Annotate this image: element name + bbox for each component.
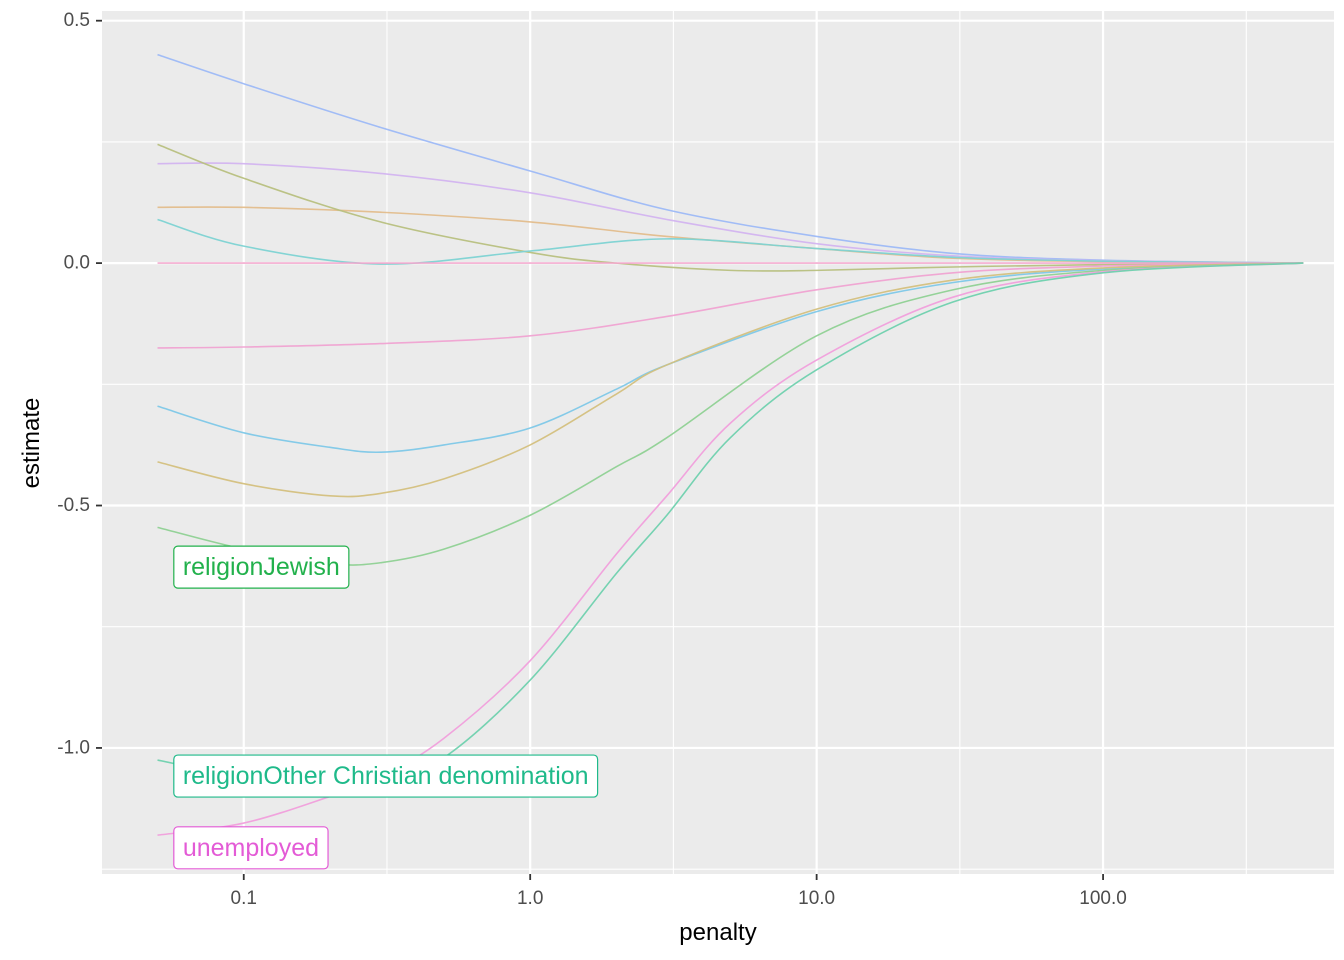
y-tick-label: -1.0	[57, 737, 90, 758]
series-line-8	[157, 262, 1304, 454]
x-axis-title: penalty	[679, 919, 756, 946]
x-tick-label: 10.0	[798, 888, 835, 909]
line-labels: religionJewish religionOther Christian de…	[173, 545, 599, 870]
panel-background	[102, 11, 1334, 874]
line-label-text: religionJewish	[183, 553, 340, 581]
y-axis-title: estimate	[18, 398, 45, 489]
series-line-4	[157, 143, 1304, 272]
line-label-box	[173, 545, 350, 589]
line-label-2: religionOther Christian denomination	[173, 754, 599, 798]
line-label-text: unemployed	[183, 834, 319, 862]
x-tick-label: 0.1	[231, 888, 257, 909]
y-tick-label: 0.5	[64, 10, 90, 31]
line-label-box	[173, 826, 329, 870]
minor-gridlines	[102, 11, 1334, 874]
series-line-5	[157, 218, 1304, 265]
y-tick-label: 0.0	[64, 253, 90, 274]
y-tick-label: -0.5	[57, 495, 90, 516]
x-tick-label: 1.0	[517, 888, 543, 909]
line-label-text: religionOther Christian denomination	[183, 762, 589, 790]
axes: 0.1 1.0 10.0 100.0 0.5 0.0 -0.5 -1.0	[57, 10, 1127, 909]
x-tick-label: 100.0	[1079, 888, 1127, 909]
line-label-3: unemployed	[173, 826, 329, 870]
line-label-box	[173, 754, 599, 798]
series-line-9	[157, 262, 1304, 498]
series-line-7	[157, 262, 1304, 349]
line-label-1: religionJewish	[173, 545, 350, 589]
